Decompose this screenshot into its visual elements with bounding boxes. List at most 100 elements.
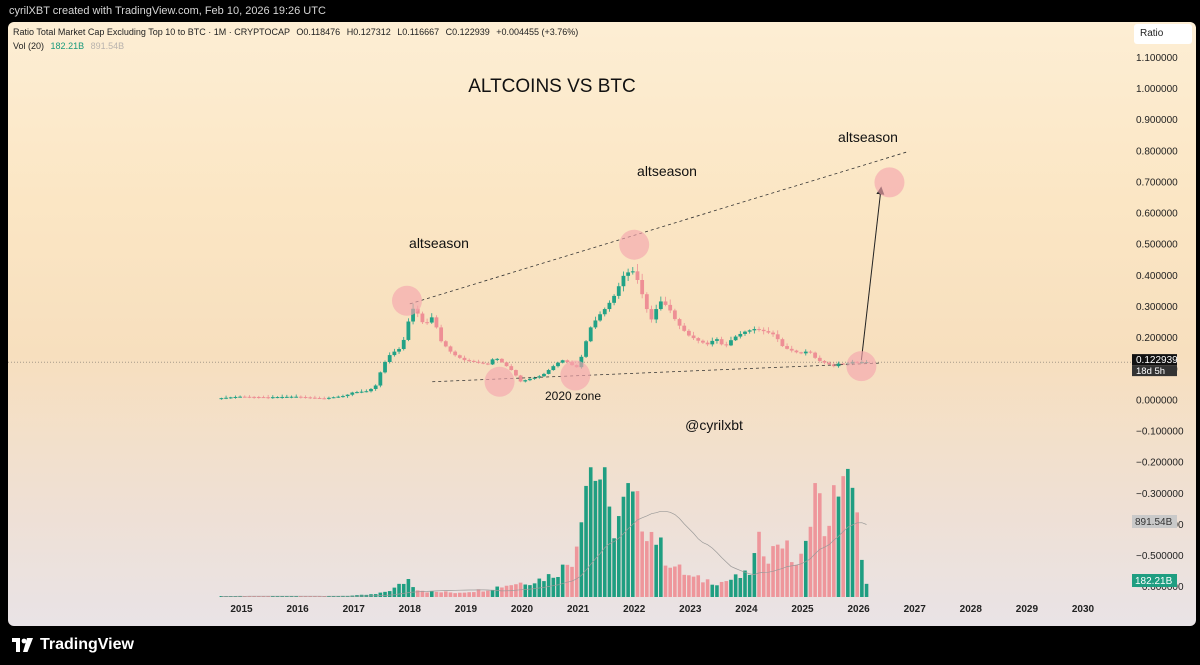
countdown-label: 18d 5h [1136, 366, 1165, 377]
candle-body [626, 272, 631, 276]
symbol-name[interactable]: Ratio Total Market Cap Excluding Top 10 … [13, 27, 290, 37]
y-tick-label: 0.300000 [1136, 302, 1178, 313]
candle-body [247, 396, 252, 398]
volume-bar [219, 596, 224, 597]
volume-bar [846, 468, 850, 597]
volume-current: 182.21B [50, 41, 85, 51]
candle-body [560, 360, 565, 363]
volume-bar [659, 537, 663, 597]
volume-bar [532, 583, 537, 597]
candle-body [401, 339, 406, 350]
volume-bar [822, 536, 827, 597]
tradingview-logo[interactable]: TradingView [12, 636, 134, 654]
candle-body [294, 396, 299, 398]
highlight-circle [560, 360, 591, 391]
candle-body [733, 336, 738, 341]
highlight-circle [846, 351, 877, 382]
volume-bar [443, 591, 448, 597]
volume-bar [574, 546, 579, 597]
candle-body [490, 359, 495, 365]
volume-bar [593, 480, 598, 597]
volume-bar [481, 591, 485, 597]
volume-bar [710, 584, 715, 597]
candle-body [612, 295, 616, 303]
candle-body [705, 342, 710, 345]
volume-bar [504, 585, 509, 597]
candle-body [836, 363, 841, 367]
candle-body [518, 375, 523, 382]
volume-bar [500, 587, 504, 597]
chart-panel[interactable]: 2015 2016 2017 2018 2019 2020 2021 2022 2023 2024… [8, 22, 1196, 626]
candle-body [715, 339, 719, 341]
volume-bar [602, 467, 607, 597]
volume-bar [761, 556, 766, 597]
candle-body [256, 396, 261, 398]
candle-body [771, 332, 775, 335]
volume-bar [570, 566, 574, 597]
volume-bar [733, 574, 738, 597]
volume-label[interactable]: Vol (20) [13, 41, 45, 51]
candle-body [757, 329, 761, 331]
candle-body [593, 320, 598, 328]
candle-body [761, 329, 766, 332]
y-tick-label: −0.500000 [1136, 551, 1184, 562]
candle-body [284, 396, 289, 398]
candle-body [378, 372, 383, 386]
candle-body [729, 340, 733, 346]
candle-body [621, 275, 626, 287]
candle-body [336, 396, 341, 398]
author-line: cyrilXBT created with TradingView.com, F… [9, 5, 326, 17]
legend-high: H0.127312 [346, 27, 391, 37]
y-tick-label: 1.000000 [1136, 84, 1178, 95]
candle-body [439, 327, 444, 342]
volume-bar [612, 538, 616, 597]
candle-body [799, 352, 803, 354]
candle-body [743, 331, 747, 334]
y-tick-label: −0.300000 [1136, 489, 1184, 500]
candle-body [462, 357, 467, 361]
candle-body [528, 378, 532, 381]
candle-body [443, 341, 448, 347]
candle-body [565, 360, 570, 362]
scale-mode-button[interactable]: Ratio [1134, 24, 1192, 44]
candle-body [383, 361, 387, 373]
legend-open: O0.118476 [296, 27, 341, 37]
candle-body [780, 339, 785, 347]
volume-bar [724, 581, 729, 597]
annotation-2020-zone: 2020 zone [545, 389, 601, 403]
volume-bar [616, 516, 621, 597]
volume-bar [584, 485, 588, 597]
volume-bar [850, 487, 855, 597]
volume-ma-label: 891.54B [1135, 517, 1173, 528]
candle-body [397, 349, 401, 352]
candle-body [584, 341, 588, 357]
annotation-altseason: altseason [838, 129, 898, 145]
x-tick-label: 2015 [230, 604, 253, 615]
volume-bar [691, 576, 696, 597]
candle-body [467, 360, 472, 362]
volume-bar [630, 491, 635, 597]
candle-body [219, 398, 224, 400]
volume-bar [565, 564, 570, 597]
candle-body [233, 396, 238, 398]
candle-body [813, 352, 818, 358]
y-tick-label: 0.600000 [1136, 209, 1178, 220]
y-tick-label: 0.200000 [1136, 333, 1178, 344]
chart-canvas[interactable]: 2015 2016 2017 2018 2019 2020 2021 2022 2023 2024… [8, 22, 1196, 626]
highlight-circle [391, 285, 422, 316]
volume-bar [701, 582, 705, 597]
volume-bar [841, 476, 845, 597]
candle-body [686, 330, 691, 336]
volume-bar [860, 559, 864, 597]
candle-body [668, 304, 673, 311]
volume-bar [799, 553, 803, 597]
volume-bar [789, 562, 794, 597]
x-tick-label: 2023 [679, 604, 702, 615]
x-tick-label: 2020 [511, 604, 534, 615]
legend-change: +0.004455 (+3.76%) [496, 27, 579, 37]
y-tick-label: −0.100000 [1136, 427, 1184, 438]
candle-body [663, 301, 668, 305]
candle-body [364, 391, 369, 393]
candle-body [616, 286, 621, 296]
